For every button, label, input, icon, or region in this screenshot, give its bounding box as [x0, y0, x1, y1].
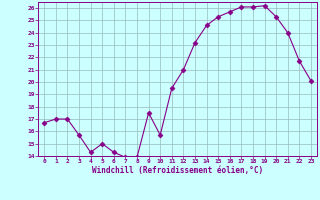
X-axis label: Windchill (Refroidissement éolien,°C): Windchill (Refroidissement éolien,°C) — [92, 166, 263, 175]
